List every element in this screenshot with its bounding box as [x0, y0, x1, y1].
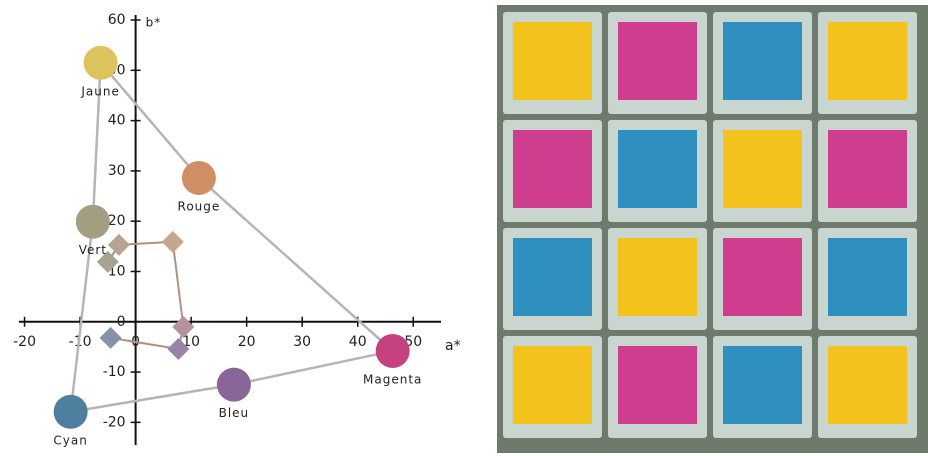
- pad-ink: [618, 130, 697, 208]
- point-label: Magenta: [363, 372, 422, 386]
- sample-point: [167, 337, 190, 360]
- y-tick-label: 0: [117, 314, 126, 330]
- pad-ink: [618, 346, 697, 424]
- y-tick-label: 60: [108, 12, 126, 28]
- sample-point: [99, 326, 122, 349]
- sample-point: [172, 315, 195, 338]
- point-label: Cyan: [53, 433, 87, 447]
- point-label: Rouge: [178, 199, 221, 213]
- photo: [497, 5, 928, 453]
- sample-point: [161, 230, 184, 253]
- x-tick-label: 10: [182, 334, 200, 350]
- sample-point: [107, 233, 130, 256]
- pad-ink: [828, 22, 907, 100]
- sample-point: [96, 250, 119, 273]
- pad-ink: [723, 130, 802, 208]
- pad-ink: [828, 130, 907, 208]
- sample-line: [107, 240, 185, 351]
- ink-point: [216, 367, 251, 402]
- y-tick-label: 20: [108, 213, 126, 229]
- pad-ink: [723, 346, 802, 424]
- ink-point: [83, 45, 118, 80]
- x-tick-label: 30: [293, 334, 311, 350]
- pad-ink: [618, 238, 697, 316]
- pad-ink: [513, 22, 592, 100]
- pad-ink: [618, 22, 697, 100]
- x-tick-label: 20: [238, 334, 256, 350]
- y-axis-label: b*: [146, 16, 162, 30]
- ink-point: [375, 333, 410, 368]
- x-tick-label: -20: [13, 334, 36, 350]
- point-label: Vert: [79, 243, 107, 257]
- pad-ink: [723, 238, 802, 316]
- pad-ink: [513, 346, 592, 424]
- y-tick-label: 40: [108, 113, 126, 129]
- y-tick-label: -20: [103, 414, 126, 430]
- x-axis-label: a*: [445, 338, 461, 354]
- pad-ink: [513, 238, 592, 316]
- ink-point: [75, 204, 110, 239]
- pad-ink: [828, 238, 907, 316]
- pad-ink: [828, 346, 907, 424]
- x-tick-label: 40: [349, 334, 367, 350]
- ink-point: [53, 394, 88, 429]
- point-label: Bleu: [219, 406, 250, 420]
- pad-ink: [513, 130, 592, 208]
- y-tick-label: 30: [108, 163, 126, 179]
- pad-ink: [723, 22, 802, 100]
- ink-point: [181, 160, 216, 195]
- y-tick-label: -10: [103, 364, 126, 380]
- point-label: Jaune: [80, 84, 120, 98]
- chart: -20 -10 0 10 20 30 40 50-20-100102030405060a*b*…: [13, 12, 460, 447]
